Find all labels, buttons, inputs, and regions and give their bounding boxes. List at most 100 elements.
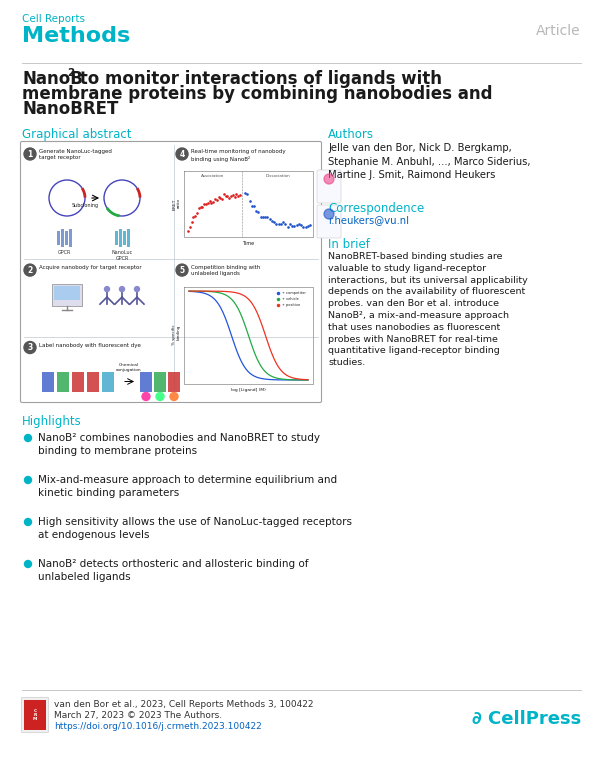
- Point: [210, 193, 219, 206]
- Point: [185, 221, 195, 233]
- Text: C
R
M: C R M: [33, 709, 37, 721]
- Text: https://doi.org/10.1016/j.crmeth.2023.100422: https://doi.org/10.1016/j.crmeth.2023.10…: [54, 722, 262, 731]
- Circle shape: [104, 287, 110, 291]
- Circle shape: [119, 287, 124, 291]
- Bar: [154, 371, 166, 392]
- Point: [263, 211, 273, 224]
- Text: Methods: Methods: [22, 26, 130, 46]
- Point: [279, 216, 288, 229]
- Text: log [Ligand] (M): log [Ligand] (M): [230, 388, 265, 392]
- Point: [242, 188, 252, 200]
- Bar: [140, 371, 152, 392]
- Circle shape: [134, 287, 139, 291]
- Bar: [60, 229, 63, 247]
- Text: BRET
ratio: BRET ratio: [172, 198, 181, 210]
- Point: [224, 191, 234, 204]
- Point: [212, 193, 221, 206]
- Circle shape: [24, 264, 36, 276]
- Point: [221, 190, 230, 203]
- Point: [258, 211, 268, 224]
- Text: to monitor interactions of ligands with: to monitor interactions of ligands with: [74, 70, 442, 88]
- Point: [183, 225, 193, 237]
- Text: Acquire nanobody for target receptor: Acquire nanobody for target receptor: [39, 265, 142, 270]
- Circle shape: [25, 518, 31, 525]
- Text: + vehicle: + vehicle: [282, 297, 298, 301]
- Point: [256, 211, 265, 223]
- Point: [301, 221, 311, 233]
- Bar: [127, 229, 130, 247]
- Text: Dissociation: Dissociation: [266, 174, 291, 178]
- Point: [294, 218, 304, 231]
- Circle shape: [324, 174, 334, 184]
- Point: [196, 201, 206, 214]
- Point: [217, 193, 227, 205]
- Text: r.heukers@vu.nl: r.heukers@vu.nl: [328, 215, 409, 225]
- Circle shape: [176, 148, 188, 160]
- Text: Generate NanoLuc-tagged
target receptor: Generate NanoLuc-tagged target receptor: [39, 149, 112, 161]
- Point: [303, 220, 312, 233]
- Point: [223, 189, 232, 202]
- Circle shape: [24, 341, 36, 353]
- Point: [270, 215, 279, 228]
- FancyBboxPatch shape: [317, 205, 341, 238]
- Text: Subcloning: Subcloning: [71, 203, 98, 208]
- Bar: [24, 700, 46, 730]
- Point: [203, 197, 213, 209]
- Bar: [119, 229, 121, 247]
- Text: NanoB² combines nanobodies and NanoBRET to study
binding to membrane proteins: NanoB² combines nanobodies and NanoBRET …: [38, 433, 320, 456]
- Text: Authors: Authors: [328, 128, 374, 141]
- Circle shape: [25, 435, 31, 442]
- Point: [296, 218, 306, 231]
- Point: [226, 189, 236, 202]
- Point: [219, 188, 229, 200]
- Point: [305, 219, 315, 232]
- Point: [194, 202, 204, 215]
- Circle shape: [170, 392, 178, 400]
- Text: NanoB: NanoB: [22, 70, 83, 88]
- Text: Highlights: Highlights: [22, 415, 82, 428]
- Text: High sensitivity allows the use of NanoLuc-tagged receptors
at endogenous levels: High sensitivity allows the use of NanoL…: [38, 517, 352, 539]
- Point: [298, 221, 308, 233]
- Point: [204, 194, 214, 207]
- Text: membrane proteins by combining nanobodies and: membrane proteins by combining nanobodie…: [22, 85, 493, 103]
- Text: NanoBRET-based binding studies are
valuable to study ligand-receptor
interaction: NanoBRET-based binding studies are valua…: [328, 252, 528, 367]
- Text: 3: 3: [27, 343, 33, 352]
- Point: [245, 195, 254, 207]
- Text: van den Bor et al., 2023, Cell Reports Methods 3, 100422: van den Bor et al., 2023, Cell Reports M…: [54, 700, 314, 709]
- Circle shape: [142, 392, 150, 400]
- Text: Time: Time: [242, 241, 254, 246]
- Circle shape: [25, 477, 31, 483]
- Point: [232, 188, 241, 200]
- Circle shape: [156, 392, 164, 400]
- Text: Cell Reports: Cell Reports: [22, 14, 85, 24]
- Text: Correspondence: Correspondence: [328, 202, 425, 215]
- Point: [189, 211, 198, 223]
- Text: Mix-and-measure approach to determine equilibrium and
kinetic binding parameters: Mix-and-measure approach to determine eq…: [38, 475, 337, 498]
- Bar: [168, 371, 180, 392]
- Text: NanoBRET: NanoBRET: [22, 100, 118, 118]
- Text: NanoLuc
GPCR: NanoLuc GPCR: [112, 250, 133, 261]
- Point: [192, 207, 202, 219]
- Point: [265, 213, 274, 226]
- Text: March 27, 2023 © 2023 The Authors.: March 27, 2023 © 2023 The Authors.: [54, 711, 222, 720]
- Text: Graphical abstract: Graphical abstract: [22, 128, 131, 141]
- Bar: [122, 231, 125, 245]
- FancyBboxPatch shape: [21, 142, 321, 402]
- Point: [200, 198, 209, 211]
- Point: [271, 218, 281, 230]
- Circle shape: [24, 148, 36, 160]
- Point: [198, 201, 207, 214]
- Point: [283, 221, 292, 233]
- Point: [206, 197, 216, 209]
- Text: 2: 2: [27, 266, 33, 275]
- FancyBboxPatch shape: [317, 170, 341, 203]
- Text: % specific
binding: % specific binding: [172, 325, 181, 345]
- Point: [240, 187, 250, 200]
- Text: ∂ CellPress: ∂ CellPress: [472, 710, 581, 728]
- Point: [267, 215, 277, 227]
- Point: [260, 211, 270, 223]
- Point: [292, 218, 302, 231]
- Bar: [87, 371, 99, 392]
- Point: [254, 205, 264, 218]
- Point: [274, 218, 283, 230]
